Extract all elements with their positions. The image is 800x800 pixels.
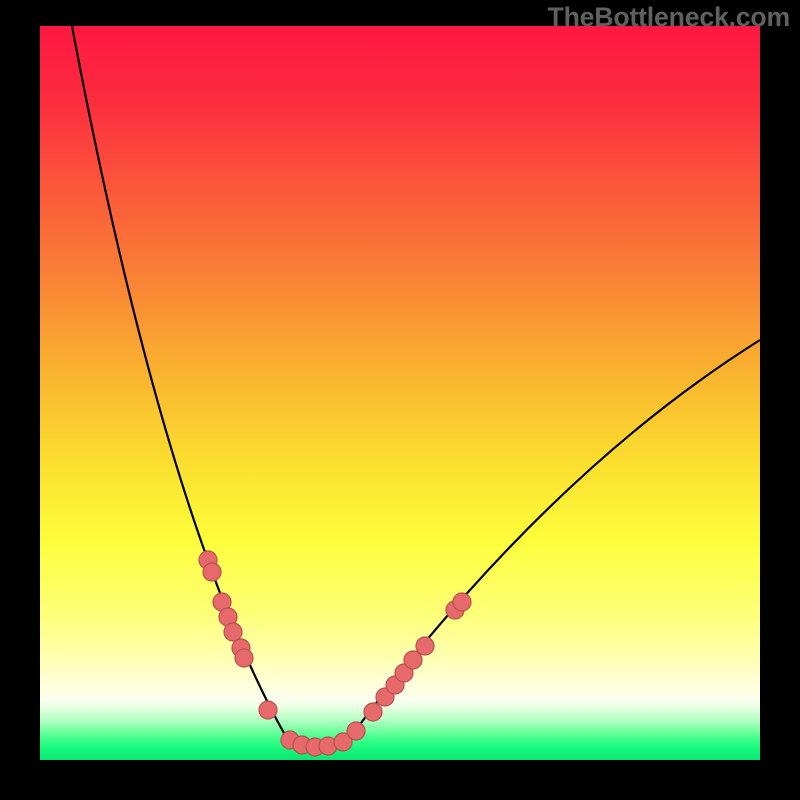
data-marker: [416, 637, 434, 655]
plot-background: [40, 26, 760, 760]
data-marker: [453, 593, 471, 611]
data-marker: [364, 703, 382, 721]
watermark-text: TheBottleneck.com: [548, 2, 790, 33]
data-marker: [235, 649, 253, 667]
plot-svg: [0, 0, 800, 800]
data-marker: [259, 701, 277, 719]
data-marker: [224, 623, 242, 641]
chart-canvas: TheBottleneck.com: [0, 0, 800, 800]
data-marker: [203, 563, 221, 581]
data-marker: [347, 722, 365, 740]
